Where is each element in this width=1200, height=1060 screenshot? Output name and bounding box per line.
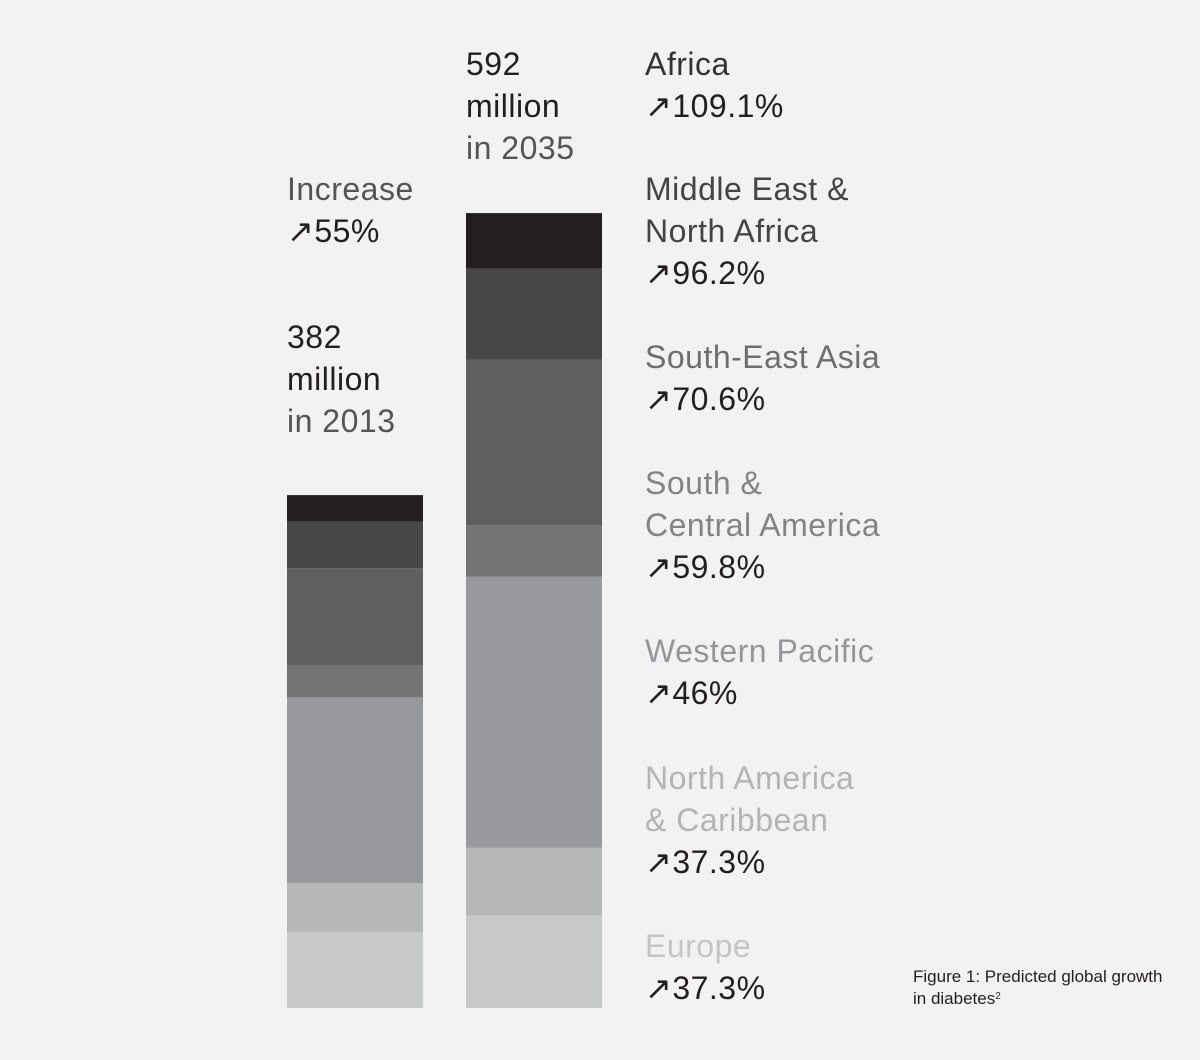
bar-segment	[287, 521, 423, 569]
region-growth: ↗37.3%	[645, 970, 766, 1006]
region-label: South & Central America ↗59.8%	[645, 462, 880, 588]
bar-segment	[287, 664, 423, 698]
region-name: South & Central America	[645, 465, 881, 543]
bar-segment	[466, 268, 602, 360]
region-label: Middle East & North Africa ↗96.2%	[645, 168, 849, 294]
total-unit: million	[287, 361, 382, 397]
bar-segment	[466, 847, 602, 916]
region-growth: ↗109.1%	[645, 88, 784, 124]
region-name: Western Pacific	[645, 633, 875, 669]
region-name: Europe	[645, 928, 752, 964]
total-label: 382 million in 2013	[287, 316, 395, 442]
increase-text: Increase	[287, 171, 414, 207]
bar-segment	[287, 568, 423, 665]
region-name: South-East Asia	[645, 339, 881, 375]
total-label: 592 million in 2035	[466, 43, 574, 169]
region-label: Europe ↗37.3%	[645, 925, 766, 1009]
bar-segment	[466, 213, 602, 269]
region-label: South-East Asia ↗70.6%	[645, 336, 880, 420]
category-label: in 2013	[287, 403, 396, 439]
region-growth: ↗59.8%	[645, 549, 766, 585]
bar-segment	[287, 882, 423, 933]
bar-segment	[466, 576, 602, 848]
increase-label: Increase ↗55%	[287, 168, 414, 252]
total-unit: million	[466, 88, 561, 124]
total-value: 382	[287, 319, 342, 355]
bar-segment	[466, 525, 602, 577]
region-name: North America & Caribbean	[645, 760, 855, 838]
caption: Figure 1: Predicted global growth in dia…	[913, 966, 1163, 1010]
caption-text: Figure 1: Predicted global growth in dia…	[913, 967, 1163, 1008]
region-label: Western Pacific ↗46%	[645, 630, 874, 714]
increase-value: ↗55%	[287, 213, 380, 249]
caption-ref: 2	[995, 991, 1001, 1002]
total-value: 592	[466, 46, 521, 82]
region-name: Middle East & North Africa	[645, 171, 849, 249]
region-name: Africa	[645, 46, 730, 82]
bar-segment	[287, 495, 423, 522]
bar-segment	[466, 915, 602, 1008]
region-label: North America & Caribbean ↗37.3%	[645, 757, 854, 883]
bar-segment	[287, 932, 423, 1008]
region-growth: ↗70.6%	[645, 381, 766, 417]
bar-segment	[287, 697, 423, 883]
region-growth: ↗96.2%	[645, 255, 766, 291]
bar-segment	[466, 359, 602, 526]
region-label: Africa ↗109.1%	[645, 43, 784, 127]
region-growth: ↗46%	[645, 675, 738, 711]
category-label: in 2035	[466, 130, 575, 166]
region-growth: ↗37.3%	[645, 844, 766, 880]
